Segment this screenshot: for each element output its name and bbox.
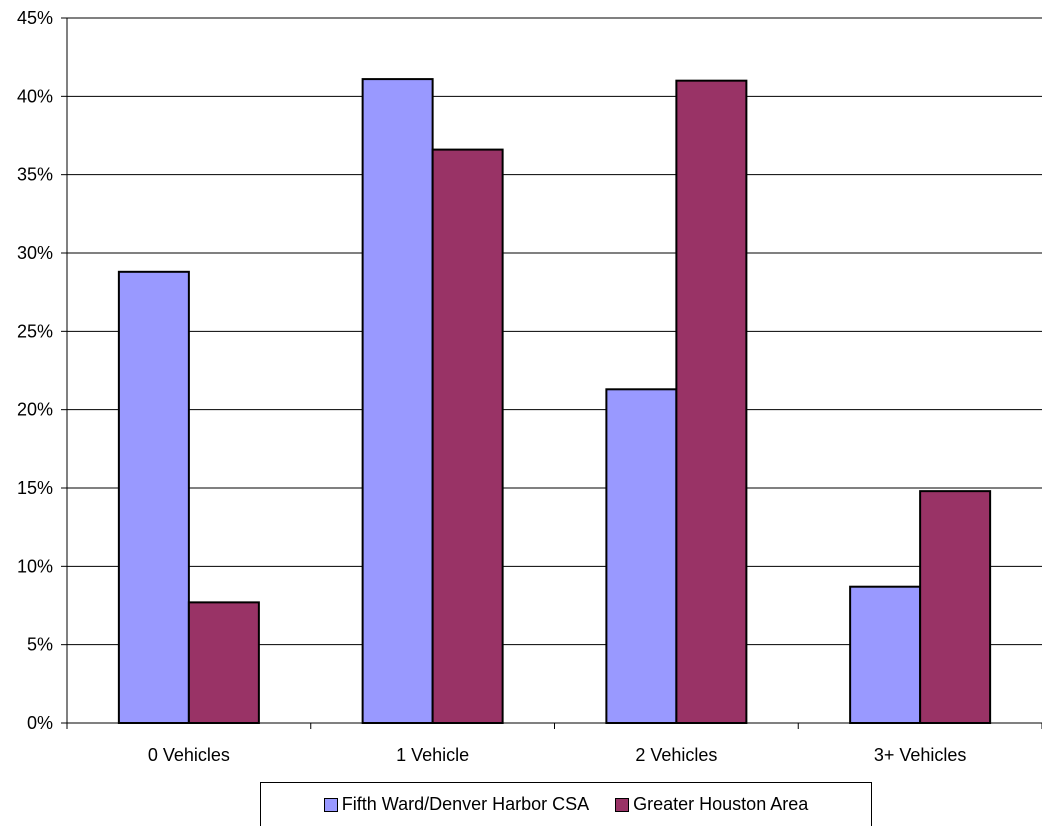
x-tick-label: 3+ Vehicles <box>874 745 967 765</box>
bar-1-2 <box>361 78 434 725</box>
bar-1-4 <box>849 585 922 725</box>
y-tick-label: 35% <box>17 165 53 185</box>
y-tick-label: 45% <box>17 8 53 28</box>
legend-label-series-1: Fifth Ward/Denver Harbor CSA <box>341 794 590 814</box>
y-tick-label: 25% <box>17 321 53 341</box>
bar-2-1 <box>187 601 260 724</box>
legend-label-series-2: Greater Houston Area <box>633 794 809 814</box>
y-tick-label: 15% <box>17 478 53 498</box>
bar-2-3 <box>675 79 748 724</box>
chart-legend: Fifth Ward/Denver Harbor CSA Greater Hou… <box>260 782 872 826</box>
y-tick-label: 0% <box>27 713 53 733</box>
legend-item-series-2: Greater Houston Area <box>615 794 808 815</box>
legend-item-series-1: Fifth Ward/Denver Harbor CSA <box>323 794 590 815</box>
y-tick-label: 5% <box>27 635 53 655</box>
bar-2-2 <box>431 148 504 725</box>
legend-swatch-series-1 <box>323 797 338 812</box>
x-tick-label: 1 Vehicle <box>396 745 469 765</box>
x-tick-label: 0 Vehicles <box>148 745 230 765</box>
y-tick-label: 10% <box>17 556 53 576</box>
bar-1-1 <box>117 270 190 724</box>
bar-1-3 <box>605 388 678 724</box>
y-tick-label: 30% <box>17 243 53 263</box>
legend-swatch-series-2 <box>615 797 630 812</box>
x-tick-label: 2 Vehicles <box>635 745 717 765</box>
y-tick-label: 20% <box>17 400 53 420</box>
bar-2-4 <box>919 490 992 724</box>
y-tick-label: 40% <box>17 86 53 106</box>
